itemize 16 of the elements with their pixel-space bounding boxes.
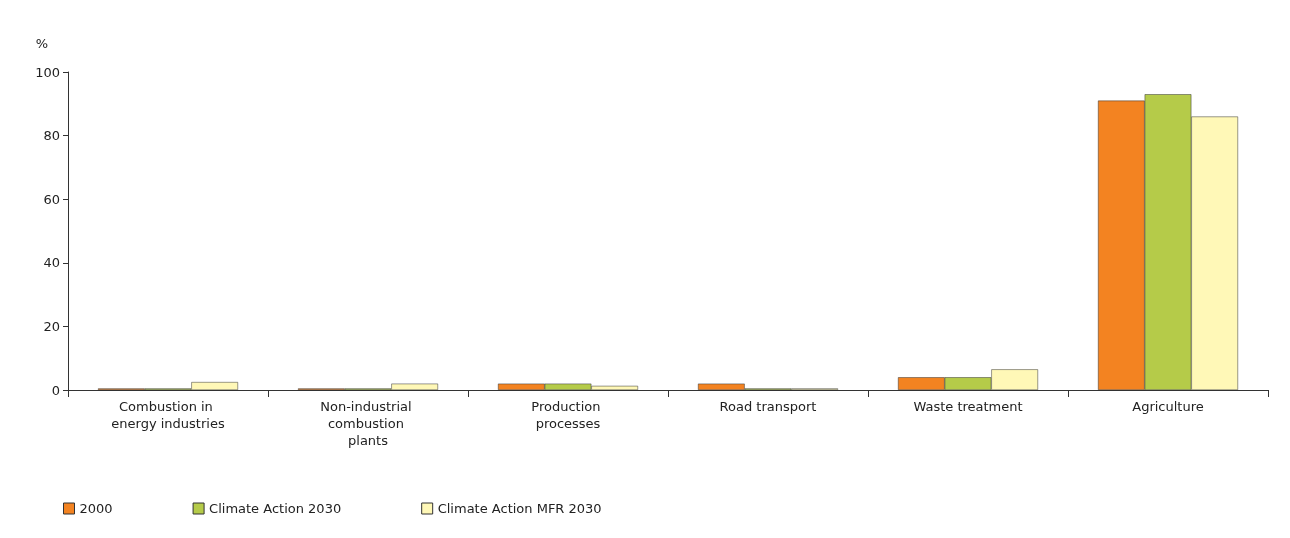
- y-tick-label: 40: [43, 255, 60, 271]
- x-tick-label: Agriculture: [1132, 399, 1204, 414]
- y-tick-label: 100: [35, 64, 60, 80]
- y-tick-label: 0: [51, 382, 60, 398]
- x-tick-label: Road transport: [719, 399, 817, 414]
- x-tick-label: Waste treatment: [913, 399, 1023, 414]
- legend-label: 2000: [79, 501, 113, 516]
- y-tick-label: 20: [43, 318, 60, 334]
- x-tick-label: Non-industrial combustion plants: [320, 399, 416, 448]
- legend-label: Climate Action 2030: [209, 501, 342, 516]
- x-tick-label: Production processes: [531, 399, 605, 431]
- y-axis-title: %: [35, 36, 48, 51]
- y-tick-label: 60: [43, 191, 60, 207]
- x-tick-label: Combustion in energy industries: [111, 399, 225, 431]
- legend-label: Climate Action MFR 2030: [437, 501, 602, 516]
- y-tick-label: 80: [43, 128, 60, 144]
